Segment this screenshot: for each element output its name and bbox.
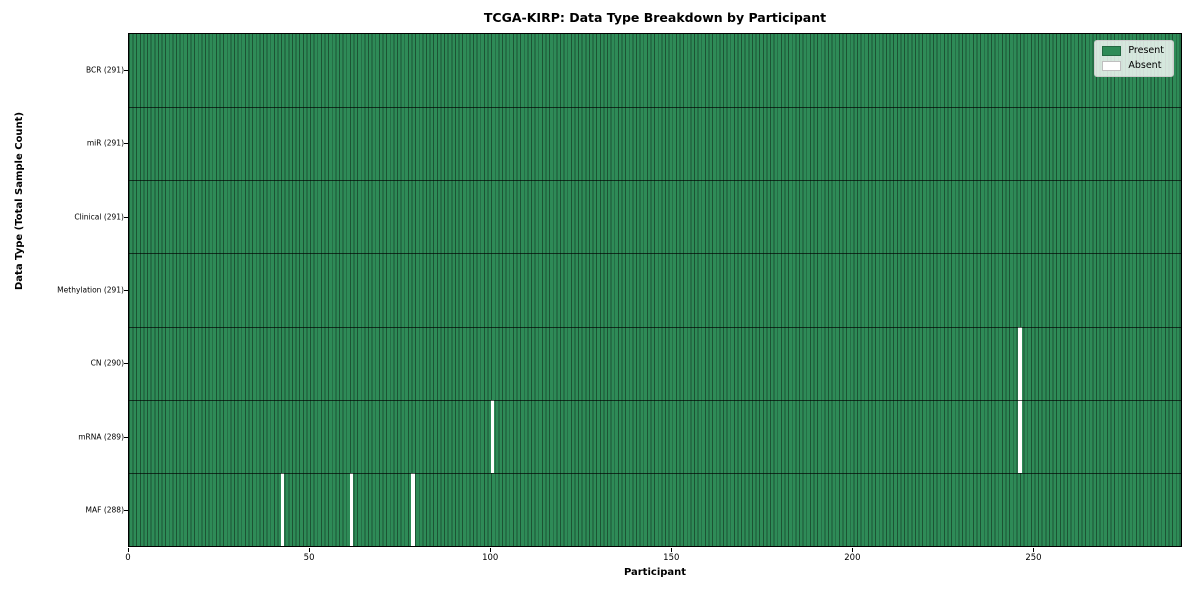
y-tick-label-mRNA: mRNA (289) (78, 432, 124, 442)
row-separator (129, 253, 1181, 255)
absent-cell-MAF-61 (349, 472, 354, 546)
absent-cell-CN-246 (1018, 326, 1022, 400)
legend-item-present: Present (1102, 46, 1164, 56)
row-separator (129, 107, 1181, 109)
absent-cell-MAF-42 (280, 472, 285, 546)
row-separator (129, 472, 1181, 474)
y-tick-mark (124, 70, 128, 71)
x-tick-mark (671, 548, 673, 552)
row-separator (129, 180, 1181, 182)
x-tick-label: 0 (125, 553, 131, 563)
legend-item-absent: Absent (1102, 61, 1164, 71)
y-tick-mark (124, 437, 128, 438)
legend-label: Present (1128, 45, 1164, 57)
x-tick-label: 250 (1025, 553, 1042, 563)
y-tick-label-miR: miR (291) (86, 138, 124, 148)
y-tick-mark (124, 143, 128, 144)
row-separator (129, 399, 1181, 401)
absent-cell-mRNA-100 (490, 399, 495, 473)
legend: Present Absent (1094, 40, 1174, 77)
x-tick-mark (128, 548, 129, 552)
chart-title: TCGA-KIRP: Data Type Breakdown by Partic… (483, 10, 827, 25)
y-tick-label-Clinical: Clinical (291) (74, 212, 124, 222)
y-tick-mark (124, 290, 128, 291)
x-tick-mark (1033, 548, 1035, 552)
legend-swatch-present (1102, 46, 1122, 56)
y-tick-label-BCR: BCR (291) (85, 65, 124, 75)
x-tick-label: 150 (663, 553, 680, 563)
absent-cell-MAF-78 (410, 472, 415, 546)
y-tick-label-MAF: MAF (288) (85, 505, 124, 515)
y-tick-mark (124, 363, 128, 364)
y-tick-mark (124, 510, 128, 511)
x-tick-mark (852, 548, 854, 552)
x-tick-mark (490, 548, 492, 552)
x-tick-label: 200 (844, 553, 861, 563)
x-tick-label: 50 (303, 553, 315, 563)
y-tick-mark (124, 217, 128, 218)
legend-label: Absent (1128, 60, 1162, 72)
x-tick-mark (309, 548, 311, 552)
y-tick-label-Methylation: Methylation (291) (57, 285, 124, 295)
y-tick-label-CN: CN (290) (90, 358, 124, 368)
x-tick-label: 100 (482, 553, 499, 563)
x-axis-label: Participant (623, 567, 687, 578)
legend-swatch-absent (1102, 61, 1122, 71)
row-separator (129, 326, 1181, 328)
absent-cell-mRNA-246 (1018, 399, 1022, 473)
plot-area: Present Absent (128, 33, 1182, 547)
